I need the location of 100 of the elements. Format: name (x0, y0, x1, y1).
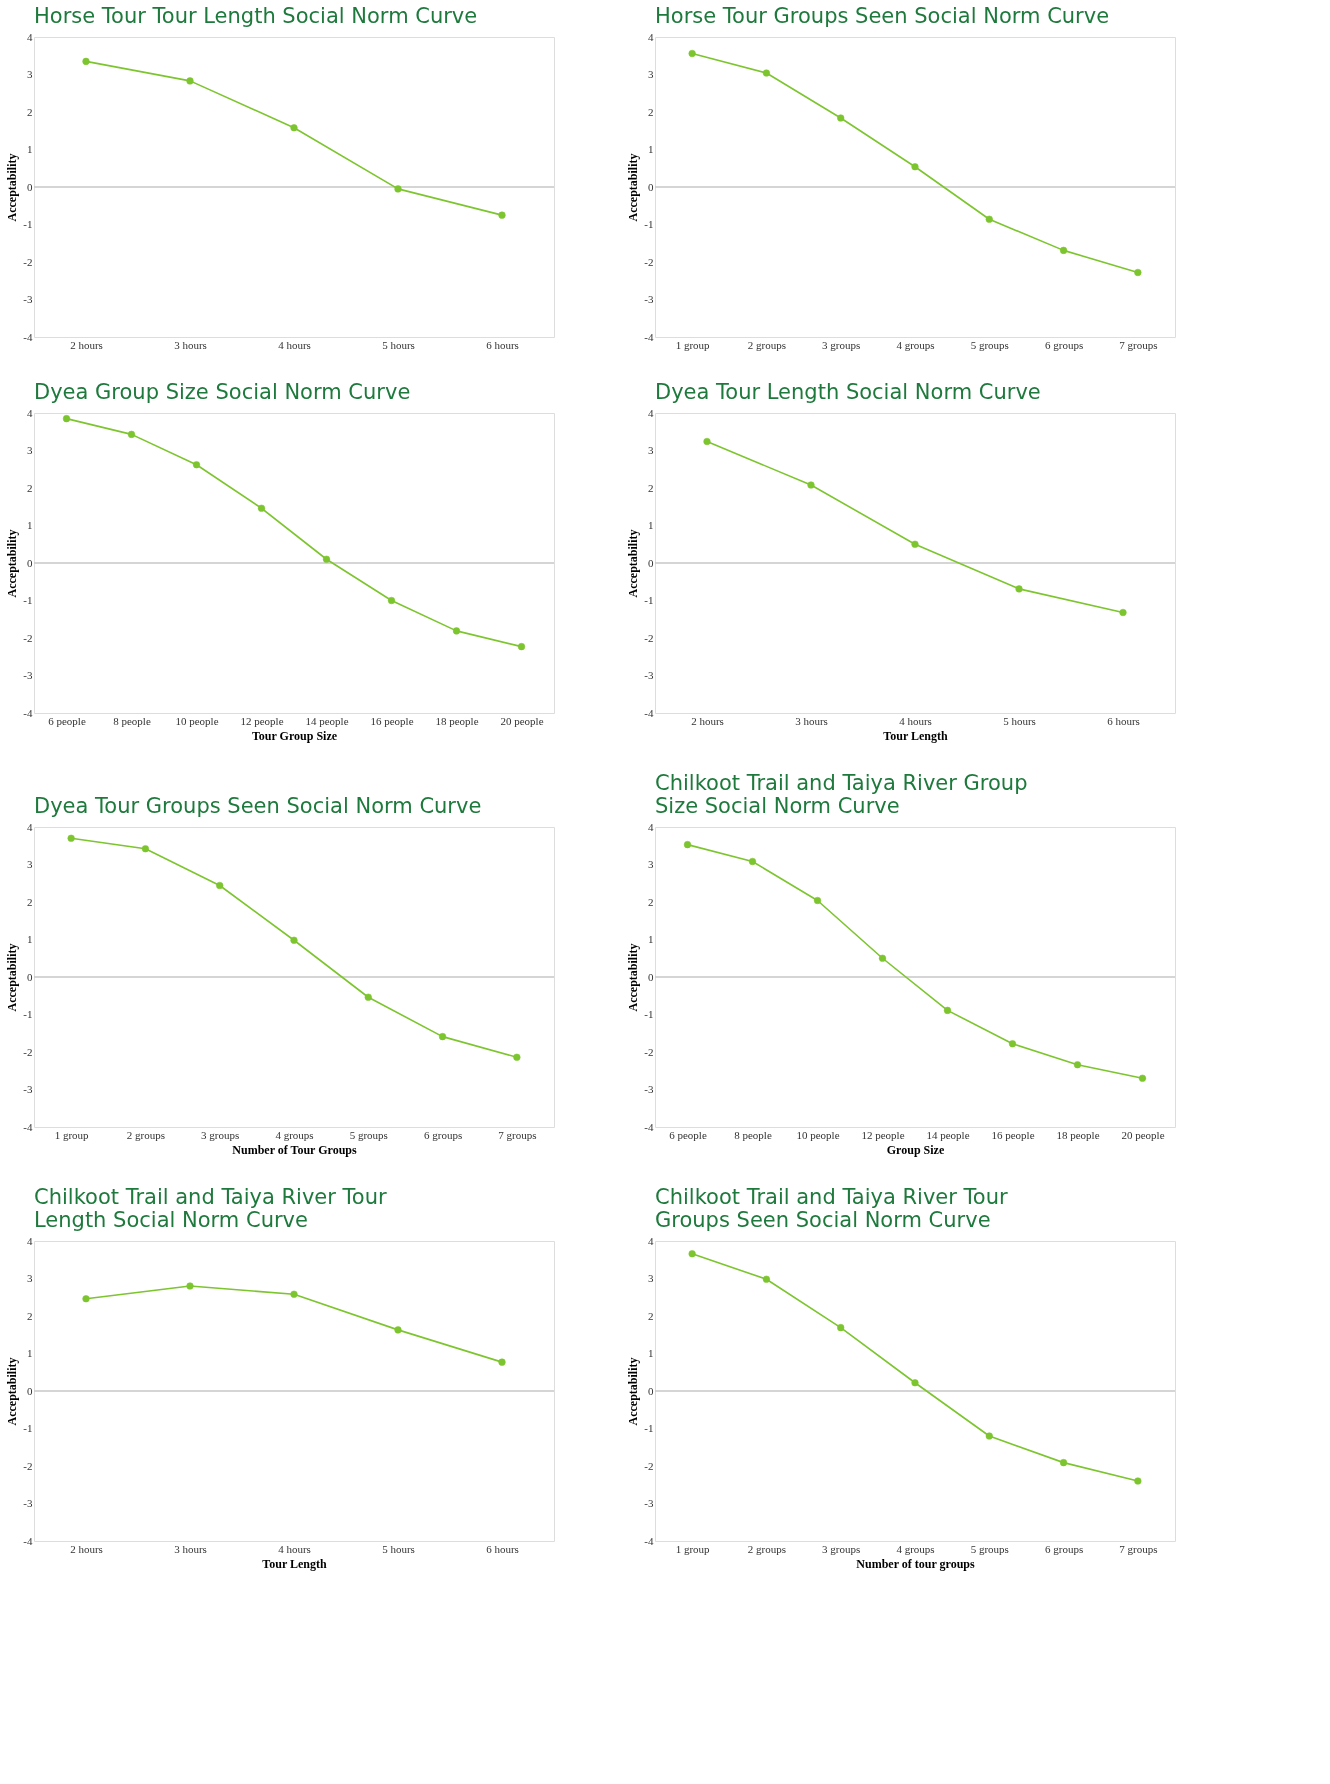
point (498, 211, 506, 219)
y-tick-label: 4 (27, 820, 33, 833)
point (498, 1358, 506, 1366)
x-axis-title: Tour Length (883, 728, 949, 743)
x-tick-label: 7 groups (1119, 338, 1158, 351)
x-tick-label: 5 groups (970, 1542, 1009, 1555)
x-tick-label: 6 hours (486, 338, 519, 351)
y-tick-label: 1 (27, 933, 33, 945)
x-tick-label: 6 groups (423, 1128, 463, 1141)
y-axis-title: Acceptability (5, 529, 20, 598)
x-tick-label: 7 groups (498, 1128, 537, 1141)
y-tick-label: 4 (648, 1234, 654, 1247)
y-tick-label: -1 (644, 1008, 654, 1020)
y-tick-label: -1 (644, 1422, 654, 1434)
point (517, 643, 526, 651)
chart-title: Horse Tour Groups Seen Social Norm Curve (655, 4, 1110, 28)
point (837, 114, 845, 122)
y-tick-label: 3 (27, 858, 33, 870)
point (911, 163, 919, 171)
point (257, 504, 266, 512)
x-tick-label: 3 groups (822, 338, 861, 351)
y-tick-label: 4 (27, 30, 33, 43)
x-tick-label: 10 people (175, 714, 219, 727)
y-tick-label: -2 (644, 1459, 654, 1472)
point (1059, 1459, 1068, 1467)
x-tick-label: 3 groups (822, 1542, 861, 1555)
y-tick-label: -2 (23, 1045, 33, 1058)
point (943, 1006, 952, 1014)
point (127, 430, 136, 438)
point (813, 896, 822, 905)
y-axis-title: Acceptability (5, 153, 20, 222)
point (322, 555, 331, 563)
x-tick-label: 16 people (370, 714, 414, 727)
x-tick-label: 2 groups (747, 1542, 787, 1555)
y-tick-label: -4 (644, 330, 654, 343)
point (513, 1053, 521, 1061)
x-tick-label: 6 hours (486, 1542, 519, 1555)
point (1059, 246, 1068, 254)
y-axis-title: Acceptability (5, 943, 20, 1012)
point (1073, 1061, 1082, 1069)
point (82, 1295, 90, 1303)
x-tick-label: 5 hours (382, 1542, 415, 1555)
point (985, 1432, 993, 1440)
x-axis-title: Number of tour groups (856, 1556, 975, 1571)
y-tick-label: 0 (648, 1384, 654, 1397)
y-tick-label: -3 (23, 293, 33, 305)
y-tick-label: -2 (23, 1459, 33, 1472)
point (878, 954, 887, 962)
point (762, 1275, 771, 1283)
x-tick-label: 4 groups (275, 1128, 314, 1141)
x-axis-title: Group Size (886, 1142, 945, 1157)
y-tick-label: -2 (644, 1045, 654, 1058)
point (216, 881, 224, 890)
y-tick-label: 1 (648, 143, 654, 155)
y-tick-label: -4 (644, 1120, 654, 1133)
y-tick-label: 2 (648, 481, 654, 494)
x-tick-label: 1 group (675, 1542, 711, 1555)
y-tick-label: -3 (23, 1083, 33, 1095)
y-tick-label: 0 (648, 556, 654, 569)
y-tick-label: 3 (648, 858, 654, 870)
y-tick-label: -1 (644, 218, 654, 230)
chart-title: Dyea Tour Groups Seen Social Norm Curve (34, 794, 482, 818)
y-tick-label: -3 (644, 1083, 654, 1095)
x-tick-label: 14 people (926, 1128, 970, 1141)
x-tick-label: 5 hours (1003, 714, 1036, 727)
point (141, 845, 150, 853)
y-tick-label: -4 (23, 1534, 33, 1547)
x-tick-label: 1 group (54, 1128, 90, 1141)
y-tick-label: 2 (27, 895, 33, 908)
y-tick-label: -4 (23, 706, 33, 719)
point (911, 1379, 919, 1387)
x-tick-label: 20 people (500, 714, 544, 727)
point (82, 57, 90, 65)
y-tick-label: 1 (648, 933, 654, 945)
x-tick-label: 12 people (861, 1128, 905, 1141)
point (394, 185, 402, 193)
x-tick-label: 8 people (734, 1128, 772, 1141)
x-axis-title: Number of Tour Groups (232, 1142, 358, 1157)
point (67, 834, 75, 842)
y-tick-label: 3 (648, 1272, 654, 1284)
point (748, 857, 757, 866)
x-tick-label: 6 people (669, 1128, 707, 1141)
y-tick-label: -1 (23, 1008, 33, 1020)
point (688, 1250, 696, 1258)
point (1138, 1074, 1147, 1082)
x-tick-label: 2 groups (747, 338, 787, 351)
y-axis-title: Acceptability (5, 1357, 20, 1426)
y-tick-label: 0 (27, 1384, 33, 1397)
y-tick-label: -3 (23, 1497, 33, 1509)
y-tick-label: -2 (644, 255, 654, 268)
x-tick-label: 5 hours (382, 338, 415, 351)
y-axis-title: Acceptability (626, 1357, 641, 1426)
point (452, 627, 461, 635)
y-tick-label: 0 (648, 180, 654, 193)
y-tick-label: -3 (644, 669, 654, 681)
point (762, 69, 771, 77)
y-tick-label: 4 (648, 30, 654, 43)
point (807, 481, 815, 489)
x-tick-label: 3 hours (795, 714, 828, 727)
y-tick-label: 1 (27, 143, 33, 155)
